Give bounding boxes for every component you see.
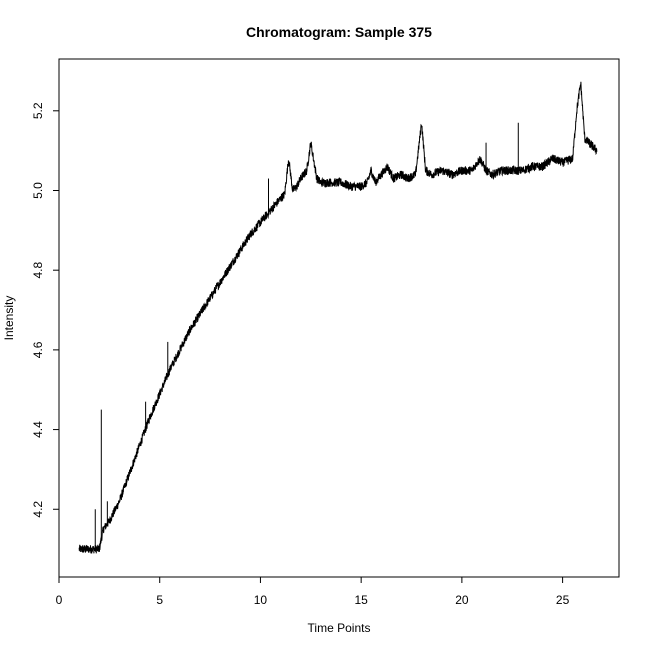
- y-axis: 4.2 4.4 4.6 4.8 5.0 5.2: [31, 102, 59, 518]
- series-layer: [78, 81, 598, 554]
- x-tick-label: 0: [56, 593, 63, 607]
- series-line: [78, 81, 598, 554]
- chart-title: Chromatogram: Sample 375: [246, 24, 432, 40]
- y-tick-label: 4.6: [31, 341, 45, 358]
- y-tick-label: 5.2: [31, 102, 45, 119]
- x-tick-label: 20: [455, 593, 469, 607]
- y-tick-label: 4.4: [31, 421, 45, 438]
- x-tick-label: 15: [354, 593, 368, 607]
- x-tick-label: 10: [254, 593, 268, 607]
- x-tick-label: 25: [556, 593, 570, 607]
- x-tick-label: 5: [156, 593, 163, 607]
- y-axis-label: Intensity: [2, 296, 16, 341]
- x-axis-label: Time Points: [308, 621, 371, 635]
- x-axis: 0 5 10 15 20 25: [56, 577, 570, 607]
- y-tick-label: 5.0: [31, 182, 45, 199]
- y-tick-label: 4.8: [31, 262, 45, 279]
- y-tick-label: 4.2: [31, 501, 45, 518]
- plot-frame: [58, 58, 620, 578]
